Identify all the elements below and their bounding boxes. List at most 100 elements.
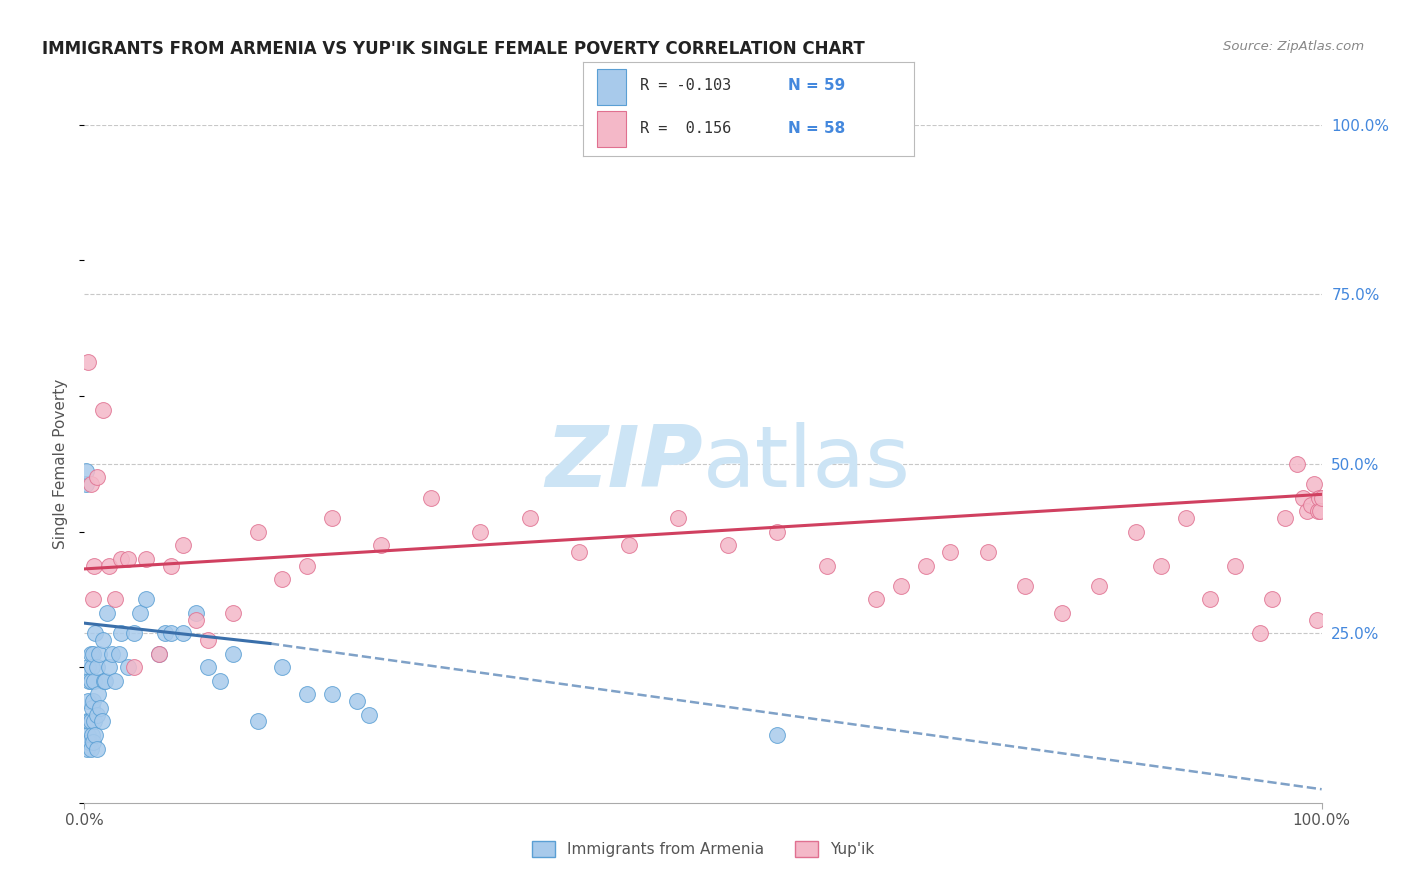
Point xyxy=(197,633,219,648)
Point xyxy=(89,647,111,661)
Text: N = 58: N = 58 xyxy=(789,121,845,136)
Point xyxy=(100,647,122,661)
FancyBboxPatch shape xyxy=(596,112,627,147)
Point xyxy=(77,660,100,674)
Point xyxy=(96,606,118,620)
Point xyxy=(1261,592,1284,607)
Point xyxy=(914,558,936,573)
Point xyxy=(80,660,103,674)
Point xyxy=(91,402,114,417)
Point xyxy=(82,647,104,661)
Point xyxy=(148,647,170,661)
Point xyxy=(1305,613,1327,627)
Point xyxy=(370,538,392,552)
Point xyxy=(82,735,104,749)
Point xyxy=(86,660,108,674)
Point xyxy=(83,558,105,573)
Point xyxy=(519,511,541,525)
Legend: Immigrants from Armenia, Yup'ik: Immigrants from Armenia, Yup'ik xyxy=(526,835,880,863)
Point xyxy=(79,714,101,729)
Point xyxy=(79,673,101,688)
Text: atlas: atlas xyxy=(703,422,911,506)
Point xyxy=(184,606,207,620)
Point xyxy=(1050,606,1073,620)
Point xyxy=(1274,511,1296,525)
Point xyxy=(617,538,640,552)
Point xyxy=(160,626,183,640)
Point xyxy=(172,538,194,552)
Point xyxy=(1292,491,1315,505)
Point xyxy=(79,673,101,688)
Point xyxy=(83,673,105,688)
Point xyxy=(357,707,380,722)
Point xyxy=(470,524,492,539)
Point xyxy=(295,558,318,573)
Point xyxy=(1223,558,1246,573)
Point xyxy=(108,647,131,661)
Point xyxy=(82,592,104,607)
Point xyxy=(1310,491,1333,505)
Point xyxy=(153,626,176,640)
Text: N = 59: N = 59 xyxy=(789,78,845,94)
Point xyxy=(717,538,740,552)
Point xyxy=(246,524,269,539)
Text: ZIP: ZIP xyxy=(546,422,703,506)
Point xyxy=(222,606,245,620)
Point xyxy=(84,728,107,742)
Point xyxy=(104,592,127,607)
Point xyxy=(148,647,170,661)
Point xyxy=(129,606,152,620)
Text: R =  0.156: R = 0.156 xyxy=(640,121,731,136)
Point xyxy=(91,633,114,648)
Point xyxy=(1249,626,1271,640)
Point xyxy=(75,464,97,478)
Point xyxy=(86,707,108,722)
Point xyxy=(122,626,145,640)
Text: R = -0.103: R = -0.103 xyxy=(640,78,731,94)
Text: Source: ZipAtlas.com: Source: ZipAtlas.com xyxy=(1223,40,1364,54)
Point xyxy=(110,626,132,640)
Point xyxy=(82,694,104,708)
Point xyxy=(1295,504,1317,518)
Point xyxy=(568,545,591,559)
Point xyxy=(135,592,157,607)
Point xyxy=(79,735,101,749)
Point xyxy=(1306,504,1329,518)
Point xyxy=(160,558,183,573)
Point xyxy=(865,592,887,607)
Point xyxy=(117,551,139,566)
Point xyxy=(79,714,101,729)
Point xyxy=(197,660,219,674)
Point xyxy=(86,470,108,484)
FancyBboxPatch shape xyxy=(596,69,627,104)
Point xyxy=(295,687,318,701)
Point xyxy=(77,694,100,708)
Point xyxy=(98,660,121,674)
Point xyxy=(1299,498,1322,512)
Point xyxy=(87,687,110,701)
Point xyxy=(209,673,232,688)
Point xyxy=(93,673,115,688)
Point xyxy=(110,551,132,566)
Point xyxy=(122,660,145,674)
Point xyxy=(321,687,343,701)
Point xyxy=(766,524,789,539)
Point xyxy=(104,673,127,688)
Point xyxy=(76,714,98,729)
Point xyxy=(1150,558,1173,573)
Text: IMMIGRANTS FROM ARMENIA VS YUP'IK SINGLE FEMALE POVERTY CORRELATION CHART: IMMIGRANTS FROM ARMENIA VS YUP'IK SINGLE… xyxy=(42,40,865,58)
Point xyxy=(89,701,111,715)
Point xyxy=(666,511,689,525)
Point xyxy=(1174,511,1197,525)
Point xyxy=(75,477,97,491)
Point xyxy=(80,728,103,742)
Point xyxy=(79,647,101,661)
Point xyxy=(976,545,998,559)
Point xyxy=(79,741,101,756)
Point xyxy=(1199,592,1222,607)
Point xyxy=(1308,491,1330,505)
Point xyxy=(84,626,107,640)
Point xyxy=(90,714,112,729)
Y-axis label: Single Female Poverty: Single Female Poverty xyxy=(53,379,69,549)
Point xyxy=(1088,579,1111,593)
